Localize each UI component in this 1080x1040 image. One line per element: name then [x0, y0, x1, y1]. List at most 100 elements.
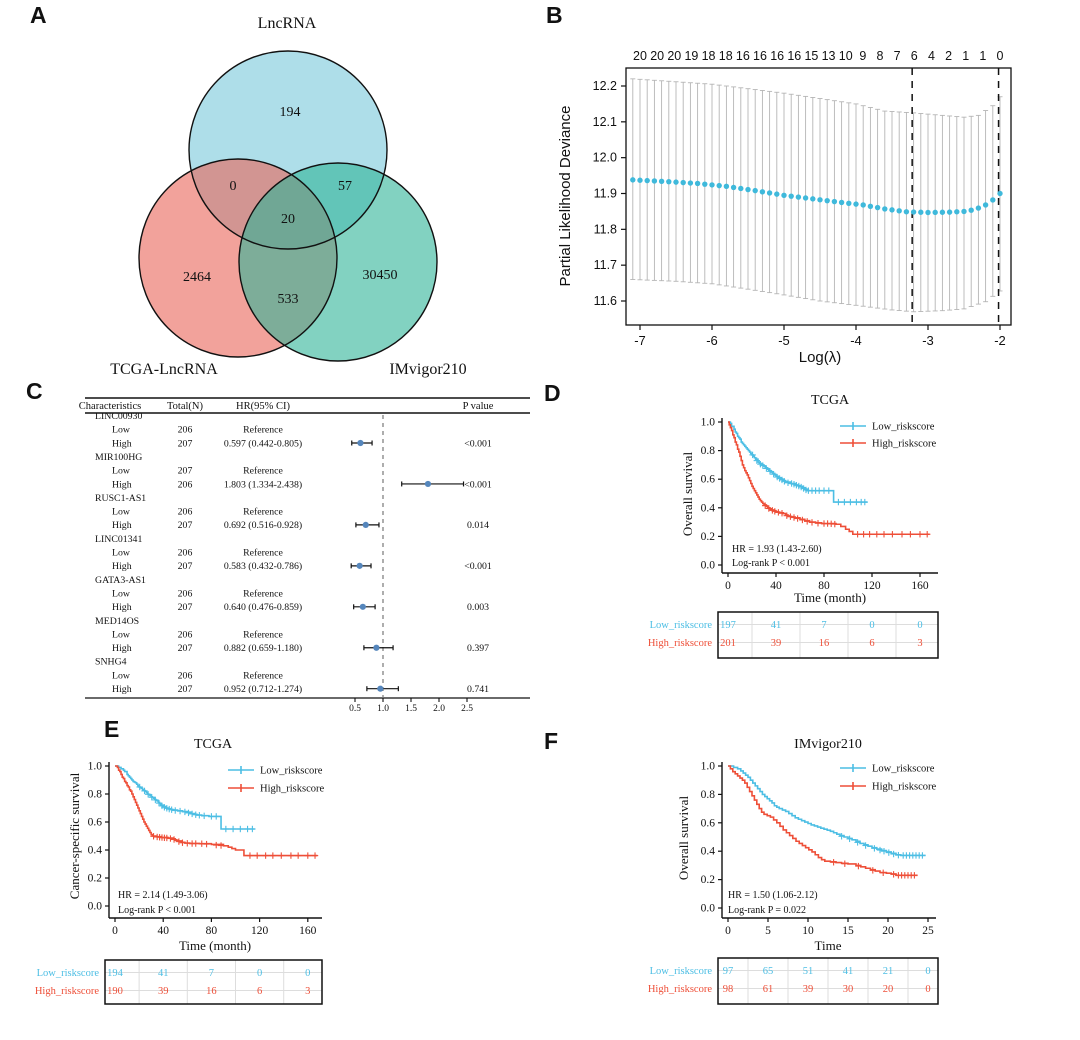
panel-c-forest: Characteristics Total(N) HR(95% CI) P value…: [0, 380, 540, 720]
risk-table-value: 194: [107, 968, 124, 979]
df-label: 20: [633, 49, 647, 63]
y-tick-label: 0.6: [88, 817, 103, 829]
forest-row-label: RUSC1-AS1: [95, 493, 146, 504]
deviance-dot: [694, 180, 701, 187]
forest-hr-text: Reference: [243, 425, 283, 436]
venn-count: 20: [281, 212, 295, 227]
x-axis-title: Log(λ): [799, 349, 842, 366]
y-tick-label: 0.6: [701, 817, 716, 829]
y-tick-label: 0.4: [701, 502, 716, 514]
km-title: TCGA: [811, 393, 850, 408]
deviance-dot: [802, 195, 809, 201]
forest-row-label: Low: [112, 548, 131, 559]
y-tick-label: 0.0: [701, 560, 716, 572]
x-tick-label: 20: [882, 925, 894, 937]
forest-hr-text: Reference: [243, 548, 283, 559]
df-label: 1: [979, 49, 986, 63]
deviance-dot: [853, 201, 859, 207]
forest-hr-text: 1.803 (1.334-2.438): [224, 479, 302, 490]
risk-table-value: 0: [305, 968, 310, 979]
df-label: 20: [667, 49, 681, 63]
forest-total: 207: [178, 602, 193, 613]
risk-table-value: 0: [925, 966, 930, 977]
panel-f-km-imvigor-os: IMvigor210 0.0 0.2 0.4 0.6 0.8 1.0 0 5 10 15 20 25 Ov…: [540, 720, 1080, 1040]
forest-column-header: P value: [463, 401, 494, 412]
risk-table-value: 16: [206, 986, 217, 997]
km-curve-low_riskscore: [728, 421, 868, 503]
risk-table-value: 39: [803, 984, 814, 995]
hr-marker: [377, 685, 384, 692]
x-tick-label: 80: [206, 925, 218, 937]
deviance-dot: [925, 209, 931, 216]
forest-hr-text: 0.640 (0.476-0.859): [224, 602, 302, 613]
x-tick-label: 25: [922, 925, 934, 937]
deviance-dot: [630, 177, 636, 183]
risk-table-box: [104, 959, 323, 1005]
deviance-dot: [932, 209, 938, 216]
risk-table-value: 41: [771, 620, 782, 631]
forest-total: 207: [178, 684, 193, 695]
y-tick-label: 1.0: [701, 417, 716, 429]
forest-total: 207: [178, 520, 193, 531]
panel-a-venn: LncRNA TCGA-LncRNA IMvigor210 194 0 57 20 2464 5…: [0, 0, 540, 385]
df-label: 7: [894, 49, 901, 63]
risk-table-value: 7: [821, 620, 826, 631]
y-tick-label: 0.0: [88, 901, 103, 913]
panel-label-f: F: [544, 728, 559, 754]
deviance-dot: [961, 208, 967, 215]
legend-label: Low_riskscore: [260, 766, 323, 777]
km-curve-low_riskscore: [115, 765, 255, 830]
risk-table-row-label: High_riskscore: [648, 638, 712, 649]
df-label: 19: [684, 49, 698, 63]
y-tick-label: 0.4: [88, 845, 103, 857]
forest-axis-tick-label: 1.0: [377, 704, 389, 714]
legend-label: High_riskscore: [872, 782, 936, 793]
y-axis-title: Partial Likelihood Deviance: [557, 106, 574, 287]
x-tick-label: 160: [911, 580, 929, 592]
forest-total: 206: [178, 507, 193, 518]
deviance-dot: [867, 203, 874, 209]
venn-count: 57: [338, 179, 352, 194]
x-axis-title: Time: [815, 938, 842, 953]
risk-table-row-label: Low_riskscore: [650, 966, 713, 977]
logrank-annotation: Log-rank P < 0.001: [118, 905, 196, 916]
risk-table-value: 39: [158, 986, 169, 997]
deviance-dot: [838, 199, 845, 206]
deviance-dot: [860, 202, 866, 208]
risk-table-value: 41: [158, 968, 169, 979]
forest-row-label: Low: [112, 425, 131, 436]
df-label: 18: [702, 49, 716, 63]
forest-hr-text: Reference: [243, 466, 283, 477]
panel-label-d: D: [544, 380, 561, 406]
forest-total: 206: [178, 629, 193, 640]
forest-column-header: HR(95% CI): [236, 401, 290, 412]
risk-table-box: [717, 957, 939, 1005]
forest-row-label: Low: [112, 507, 131, 518]
forest-hr-text: 0.597 (0.442-0.805): [224, 438, 302, 449]
panel-label-e: E: [104, 716, 120, 742]
venn-set-label-right: IMvigor210: [389, 361, 466, 378]
deviance-dot: [874, 204, 881, 211]
venn-diagram: LncRNA TCGA-LncRNA IMvigor210 194 0 57 20 2464 5…: [110, 15, 466, 378]
plot-box: [625, 67, 1012, 326]
df-label: 1: [962, 49, 969, 63]
df-label: 16: [736, 49, 750, 63]
legend-label: High_riskscore: [872, 439, 936, 450]
panel-e-km-tcga-css: TCGA 0.0 0.2 0.4 0.6 0.8 1.0 0 40 80 120 160 Cancer-…: [0, 720, 540, 1040]
df-label: 6: [911, 49, 918, 63]
hr-annotation: HR = 1.93 (1.43-2.60): [732, 544, 822, 555]
forest-hr-text: Reference: [243, 588, 283, 599]
df-label: 16: [753, 49, 767, 63]
x-tick-label: 0: [725, 580, 731, 592]
y-tick-label: 11.8: [594, 222, 617, 236]
y-tick-label: 12.0: [593, 151, 617, 165]
risk-table-value: 3: [305, 986, 310, 997]
risk-table-value: 0: [869, 620, 874, 631]
hr-marker: [356, 562, 363, 569]
forest-row-label: High: [112, 520, 132, 531]
deviance-dot: [723, 183, 730, 190]
risk-table-value: 41: [843, 966, 854, 977]
risk-table-value: 197: [720, 620, 736, 631]
forest-row-label: High: [112, 643, 132, 654]
deviance-dot: [730, 184, 737, 191]
